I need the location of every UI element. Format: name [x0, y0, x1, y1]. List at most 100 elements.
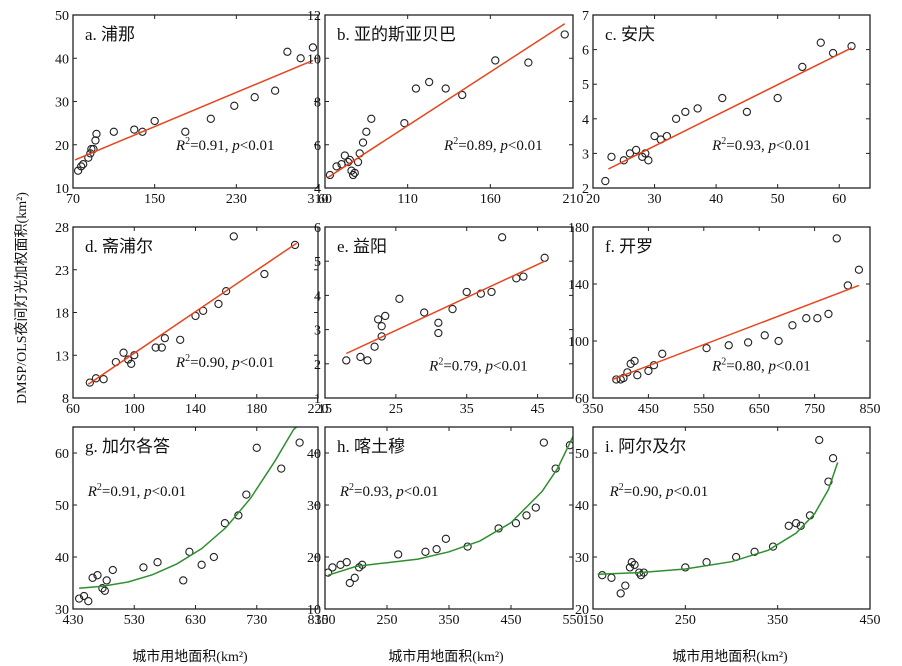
data-point: [100, 586, 109, 595]
y-tick-label: 30: [55, 603, 69, 618]
y-tick-label: 180: [568, 221, 589, 236]
data-point: [693, 104, 702, 113]
data-point: [92, 129, 101, 139]
data-point: [85, 378, 94, 387]
y-tick-label: 60: [575, 392, 589, 407]
r2-annotation: R2=0.91, p<0.01: [175, 136, 275, 154]
x-tick-label: 830: [308, 613, 329, 628]
data-point: [540, 253, 549, 262]
data-point: [370, 342, 379, 351]
data-point: [824, 477, 833, 486]
data-point: [229, 232, 238, 241]
fit-line: [87, 242, 298, 385]
data-point: [79, 160, 88, 169]
data-point: [367, 114, 376, 123]
data-point: [607, 152, 616, 162]
x-tick-label: 850: [860, 402, 881, 417]
x-tick-label: 110: [397, 192, 417, 207]
y-tick-label: 10: [55, 182, 69, 197]
data-point: [681, 563, 690, 572]
data-point: [815, 435, 824, 445]
data-point: [88, 573, 97, 582]
x-tick-label: 730: [246, 613, 267, 628]
x-tick-label: 250: [675, 613, 696, 628]
data-point: [295, 438, 304, 447]
panel-b: 60 110 160 210 4 6 8 10 12 b. 亚的斯亚贝巴 R2=0.89, p<0.…: [307, 9, 584, 207]
x-tick-label: 35: [460, 402, 474, 417]
x-tick-label: 180: [246, 402, 267, 417]
y-tick-label: 40: [55, 551, 69, 566]
data-point: [718, 93, 727, 103]
data-point: [633, 371, 642, 380]
data-point: [350, 573, 359, 582]
data-point: [773, 93, 782, 103]
data-point: [560, 30, 569, 39]
x-tick-label: 650: [749, 402, 770, 417]
data-point: [74, 594, 84, 603]
data-point: [625, 149, 635, 158]
data-point: [252, 443, 261, 452]
y-tick-label: 4: [314, 182, 321, 197]
r2-annotation: R2=0.90, p<0.01: [175, 353, 275, 371]
y-tick-label: 100: [568, 335, 589, 350]
x-tick-label: 450: [860, 613, 881, 628]
y-tick-label: 40: [307, 447, 321, 462]
data-point: [206, 114, 215, 123]
data-point: [531, 503, 540, 512]
y-tick-label: 40: [55, 52, 69, 67]
data-point: [491, 56, 500, 65]
data-point: [151, 343, 160, 352]
panel-title: g. 加尔各答: [85, 437, 170, 456]
data-point: [441, 534, 451, 543]
data-point: [644, 366, 653, 376]
data-point: [160, 333, 170, 343]
data-point: [411, 84, 421, 93]
x-tick-label: 350: [767, 613, 788, 628]
data-point: [325, 568, 333, 577]
data-point: [524, 58, 533, 67]
y-tick-label: 2: [582, 182, 589, 197]
data-point: [109, 127, 118, 136]
x-tick-label: 70: [66, 192, 80, 207]
x-tick-label: 550: [563, 613, 584, 628]
x-tick-label: 450: [501, 613, 522, 628]
panel-c: 20 30 40 50 60 2 3 4 5 6 7 c. 安庆 R2=0.93, p<0.01: [513, 0, 871, 207]
data-point: [277, 464, 286, 473]
y-tick-label: 7: [582, 9, 589, 24]
data-point: [345, 578, 354, 588]
data-point: [420, 308, 429, 317]
data-point: [181, 127, 190, 136]
x-tick-label: 350: [439, 613, 460, 628]
data-point: [99, 375, 108, 384]
data-point: [84, 597, 93, 606]
x-tick-label: 150: [144, 192, 165, 207]
panel-title: b. 亚的斯亚贝巴: [337, 25, 456, 44]
panel-title: a. 浦那: [85, 25, 135, 44]
data-point: [395, 294, 404, 303]
data-point: [108, 565, 117, 575]
data-point: [373, 315, 383, 324]
data-point: [283, 47, 292, 56]
data-point: [784, 521, 793, 530]
plot-frame: [592, 226, 871, 399]
data-point: [127, 359, 136, 368]
y-tick-label: 2: [314, 358, 321, 373]
y-tick-label: 50: [55, 499, 69, 514]
plot-frame: [592, 14, 871, 189]
data-point: [179, 576, 188, 585]
y-tick-label: 20: [575, 603, 589, 618]
r2-annotation: R2=0.91, p<0.01: [87, 482, 187, 500]
data-point: [847, 41, 856, 51]
y-tick-label: 10: [307, 52, 321, 67]
data-point: [539, 438, 549, 447]
data-point: [788, 321, 797, 330]
fit-line: [74, 59, 314, 161]
data-point: [519, 272, 528, 281]
x-tick-label: 50: [771, 192, 785, 207]
panel-title: h. 喀土穆: [337, 437, 405, 456]
x-tick-label: 150: [583, 613, 604, 628]
diagonal-line: [513, 0, 593, 15]
data-point: [625, 563, 635, 572]
